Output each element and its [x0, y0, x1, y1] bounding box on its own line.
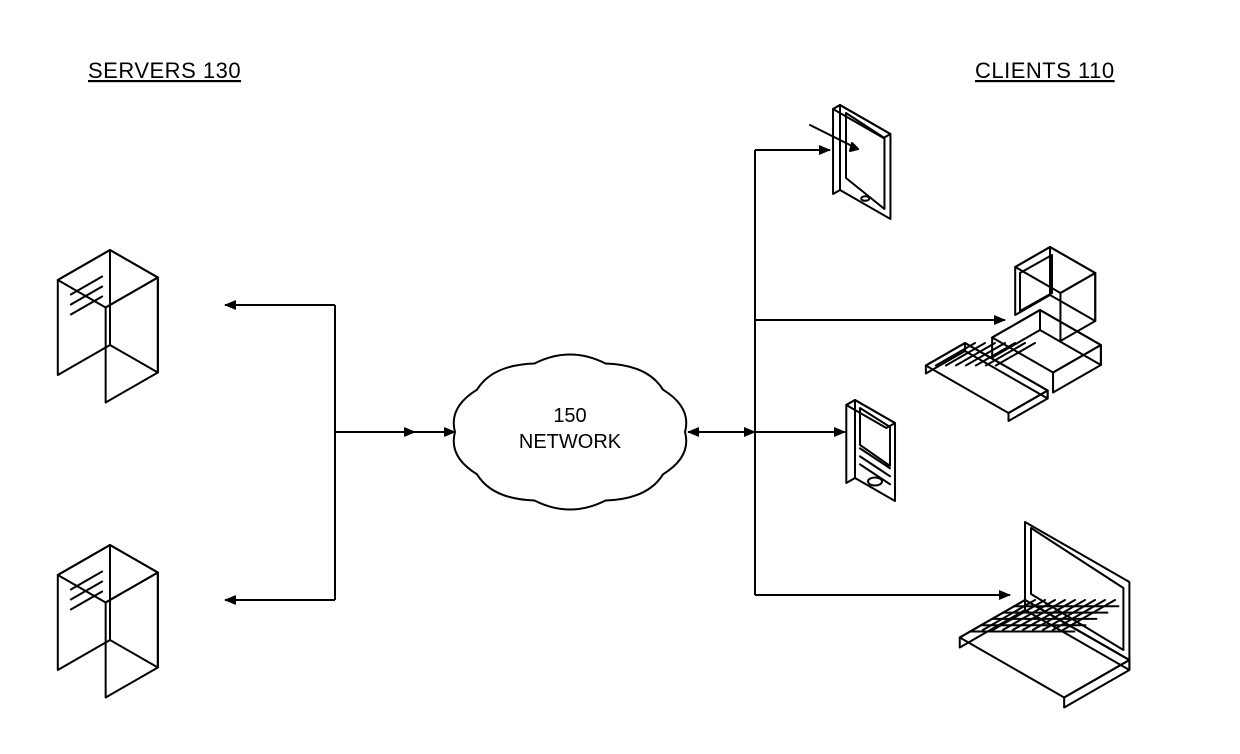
- desktop-pc-icon: [926, 247, 1101, 421]
- server-icon: [58, 250, 158, 403]
- laptop-icon: [960, 522, 1130, 708]
- clients-label: CLIENTS 110: [975, 58, 1115, 83]
- connections: [225, 150, 1010, 600]
- device-icons: [58, 105, 1130, 708]
- server-icon: [58, 545, 158, 698]
- servers-label: SERVERS 130: [88, 58, 241, 83]
- pda-icon: [846, 400, 895, 501]
- network-ref-number: 150: [553, 405, 586, 427]
- network-label: NETWORK: [519, 431, 622, 453]
- tablet-icon: [810, 105, 890, 219]
- network-cloud: 150 NETWORK: [454, 355, 687, 510]
- diagram-canvas: SERVERS 130 CLIENTS 110 150 NETWORK: [0, 0, 1240, 754]
